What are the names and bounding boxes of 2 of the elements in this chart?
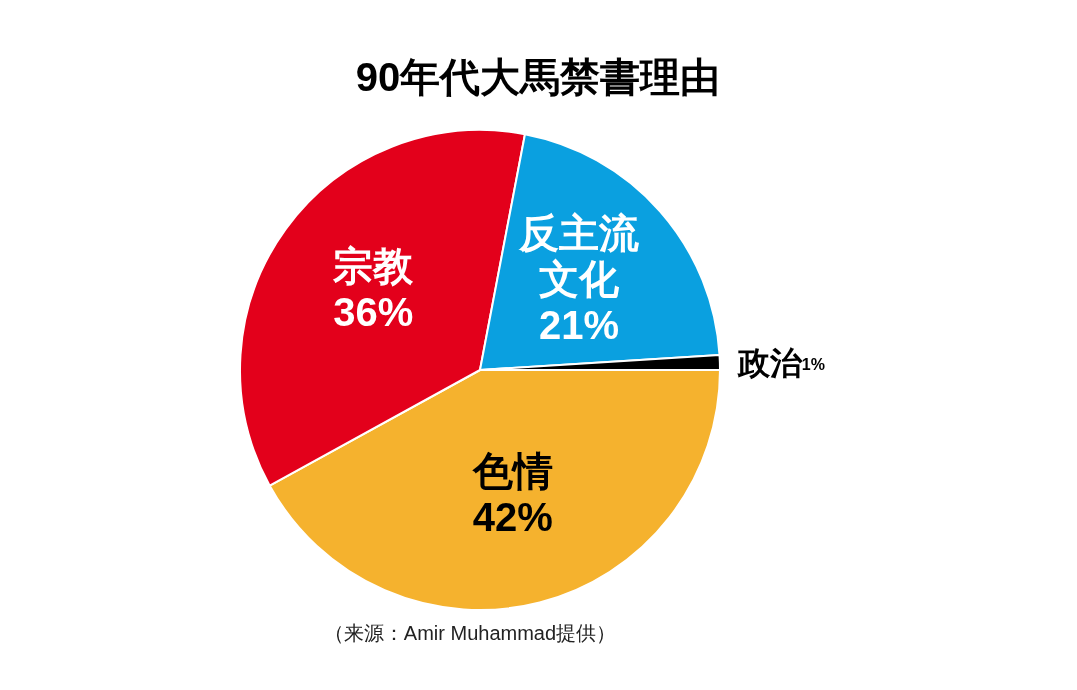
title: 90年代大馬禁書理由: [355, 54, 721, 99]
annotation: （来源：Amir Muhammad提供）: [323, 622, 617, 645]
